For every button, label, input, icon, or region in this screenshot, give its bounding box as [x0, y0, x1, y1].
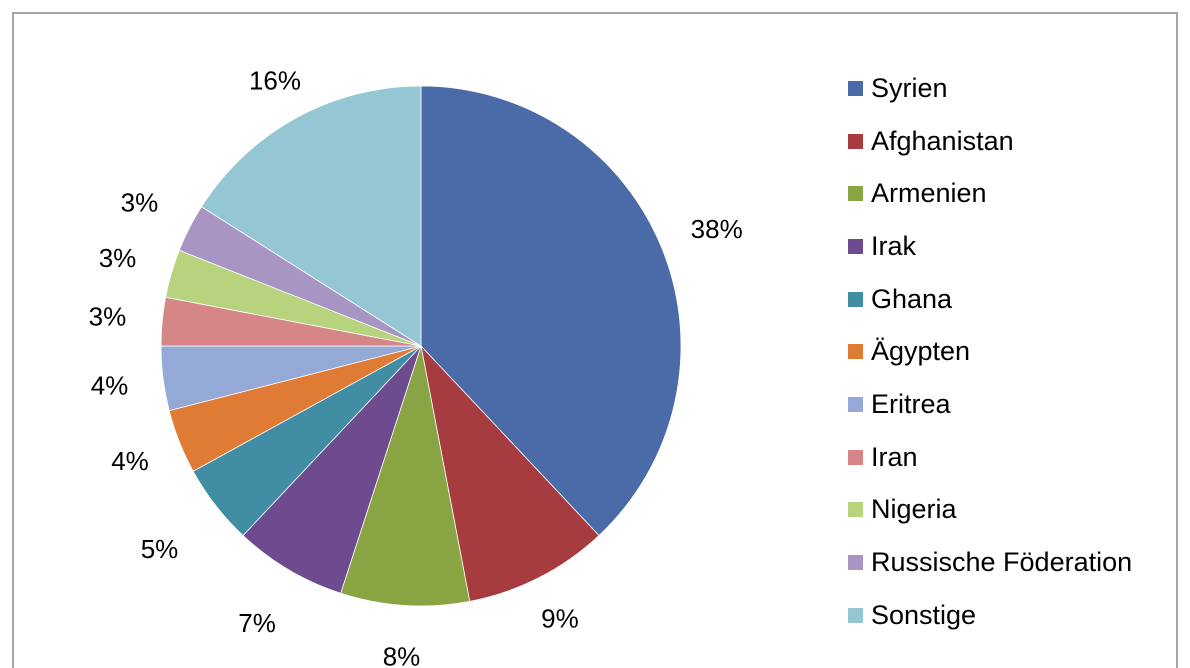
legend-label: Syrien	[871, 72, 948, 103]
data-label: 38%	[691, 214, 743, 244]
pie-labels: 38% 9% 8% 7% 5% 4% 4% 3% 3% 3% 16%	[89, 66, 743, 668]
legend-label: Eritrea	[871, 388, 951, 419]
legend-swatch	[848, 133, 863, 149]
data-label: 3%	[121, 188, 159, 218]
legend-swatch	[848, 396, 863, 412]
data-label: 4%	[111, 446, 149, 476]
data-label: 9%	[541, 604, 579, 634]
legend-swatch	[848, 291, 863, 307]
legend-label: Russische Föderation	[871, 547, 1133, 578]
legend-item: Armenien	[848, 167, 1132, 220]
data-label: 16%	[249, 66, 301, 96]
legend-item: Ghana	[848, 273, 1132, 326]
pie-slice-sonstige	[200, 85, 422, 347]
data-label: 5%	[141, 534, 179, 564]
legend-item: Eritrea	[848, 378, 1132, 431]
legend-swatch	[848, 80, 863, 96]
pie-slices	[160, 85, 682, 607]
legend-label: Nigeria	[871, 494, 957, 525]
legend-label: Iran	[871, 441, 918, 472]
legend-item: Sonstige	[848, 589, 1132, 642]
legend-item: Afghanistan	[848, 115, 1132, 168]
legend: Syrien Afghanistan Armenien Irak Ghana Ägypte…	[848, 62, 1132, 642]
legend-item: Nigeria	[848, 484, 1132, 537]
pie-slice-irak	[242, 345, 422, 594]
data-label: 7%	[238, 608, 276, 638]
legend-item: Syrien	[848, 62, 1132, 115]
legend-swatch	[848, 238, 863, 254]
legend-item: Russische Föderation	[848, 536, 1132, 589]
legend-swatch	[848, 502, 863, 518]
legend-label: Ghana	[871, 283, 953, 314]
data-label: 3%	[89, 301, 127, 331]
legend-item: Ägypten	[848, 325, 1132, 378]
legend-label: Armenien	[871, 178, 987, 209]
data-label: 3%	[99, 243, 137, 273]
pie-slice-syrien	[420, 85, 682, 537]
pie-slice-armenien	[340, 345, 471, 607]
legend-swatch	[848, 186, 863, 202]
legend-swatch	[848, 449, 863, 465]
legend-swatch	[848, 555, 863, 571]
legend-label: Sonstige	[871, 599, 977, 630]
legend-label: Irak	[871, 230, 917, 261]
pie-slice-afghanistan	[420, 344, 600, 602]
legend-label: Afghanistan	[871, 125, 1014, 156]
legend-swatch	[848, 344, 863, 360]
legend-item: Irak	[848, 220, 1132, 273]
legend-item: Iran	[848, 431, 1132, 484]
legend-label: Ägypten	[871, 336, 971, 367]
data-label: 4%	[91, 370, 129, 400]
legend-swatch	[848, 607, 863, 623]
data-label: 8%	[383, 641, 421, 668]
